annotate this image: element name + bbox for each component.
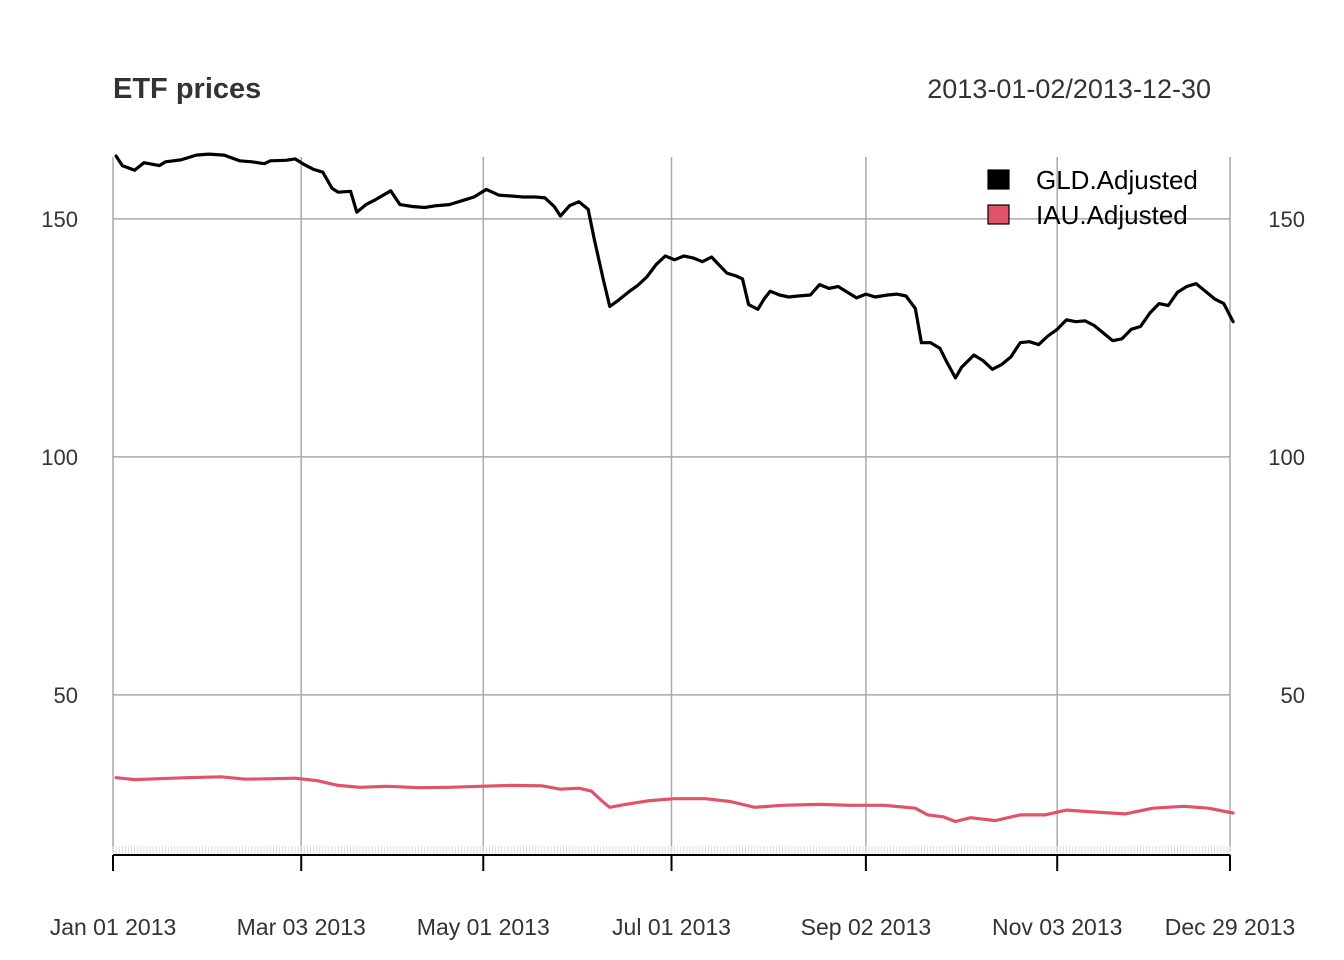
series-layer — [114, 152, 1235, 824]
xtick-label-6: Dec 29 2013 — [1165, 914, 1295, 940]
legend-swatch-0 — [987, 169, 1010, 190]
xtick-label-5: Nov 03 2013 — [992, 914, 1122, 940]
ytick-left-label-1: 100 — [41, 445, 78, 470]
ytick-right-label-1: 100 — [1268, 445, 1305, 470]
xtick-label-3: Jul 01 2013 — [612, 914, 731, 940]
xtick-label-2: May 01 2013 — [417, 914, 550, 940]
xtick-label-0: Jan 01 2013 — [50, 914, 177, 940]
x-axis-minor-ticks — [112, 846, 1231, 854]
series-line-IAU.Adjusted — [114, 775, 1235, 824]
legend-label-1: IAU.Adjusted — [1036, 200, 1188, 230]
legend: GLD.Adjusted IAU.Adjusted — [987, 165, 1198, 230]
chart-date-range: 2013-01-02/2013-12-30 — [927, 74, 1211, 104]
horizontal-gridlines — [113, 218, 1230, 696]
ytick-right-label-2: 150 — [1268, 207, 1305, 232]
y-axis-left-labels: 50 100 150 — [41, 207, 78, 708]
vertical-gridlines — [112, 157, 1231, 852]
chart-title: ETF prices — [113, 73, 261, 105]
legend-label-0: GLD.Adjusted — [1036, 165, 1198, 195]
x-axis: Jan 01 2013 Mar 03 2013 May 01 2013 Jul 01 … — [50, 854, 1295, 940]
y-axis-right-labels: 50 100 150 — [1268, 207, 1305, 708]
legend-swatch-1 — [987, 204, 1010, 225]
ytick-left-label-2: 150 — [41, 207, 78, 232]
series-line-GLD.Adjusted — [114, 152, 1235, 380]
ytick-right-label-0: 50 — [1281, 683, 1305, 708]
xtick-label-1: Mar 03 2013 — [237, 914, 366, 940]
ytick-left-label-0: 50 — [54, 683, 78, 708]
xtick-label-4: Sep 02 2013 — [801, 914, 931, 940]
